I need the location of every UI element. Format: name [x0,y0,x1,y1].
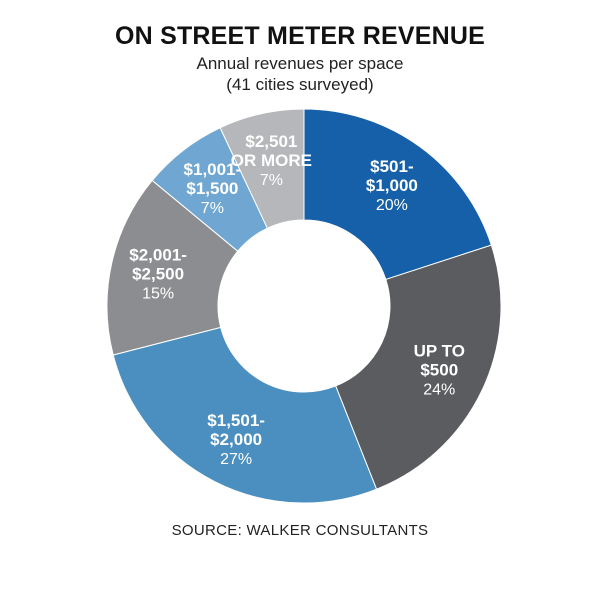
slice-percent-label: 7% [260,172,283,189]
slice-label-5: $2,501 OR MORE 7% [231,132,312,189]
pie-slice-0 [303,108,492,281]
chart-subtitle-line-1: Annual revenues per space [196,54,404,73]
slice-label-text: $1,501- [207,411,265,430]
slice-percent-label: 15% [142,285,174,302]
slice-label-text: $501- [370,157,413,176]
slice-label-text: $1,500 [186,179,238,198]
slice-label-text: OR MORE [231,151,312,170]
slice-percent-label: 27% [220,451,252,468]
slice-label-text: $2,001- [129,245,187,264]
chart-subtitle-line-2: (41 cities surveyed) [226,75,374,94]
slice-label-text: $2,501 [245,132,297,151]
pie-slice-2 [112,326,378,504]
chart-title: ON STREET METER REVENUE [115,22,485,50]
slice-percent-label: 20% [376,197,408,214]
pie-slice-3 [106,179,239,356]
slice-label-text: $500 [420,361,458,380]
slice-label-text: $2,500 [132,264,184,283]
slice-label-text: $1,000 [366,176,418,195]
pie-slice-5 [219,108,305,229]
slice-label-2: $1,501-$2,000 27% [207,411,265,468]
slice-label-3: $2,001-$2,500 15% [129,245,187,302]
slice-label-text: $2,000 [210,430,262,449]
slice-label-4: $1,001-$1,500 7% [184,160,242,217]
slice-label-text: UP TO [414,342,465,361]
slice-label-0: $501-$1,000 20% [366,157,418,214]
chart-source: SOURCE: WALKER CONSULTANTS [171,522,429,539]
slice-label-text: $1,001- [184,160,242,179]
pie-slice-1 [335,244,502,490]
slice-percent-label: 7% [201,200,224,217]
slice-percent-label: 24% [423,382,455,399]
slice-label-1: UP TO $500 24% [414,342,465,399]
